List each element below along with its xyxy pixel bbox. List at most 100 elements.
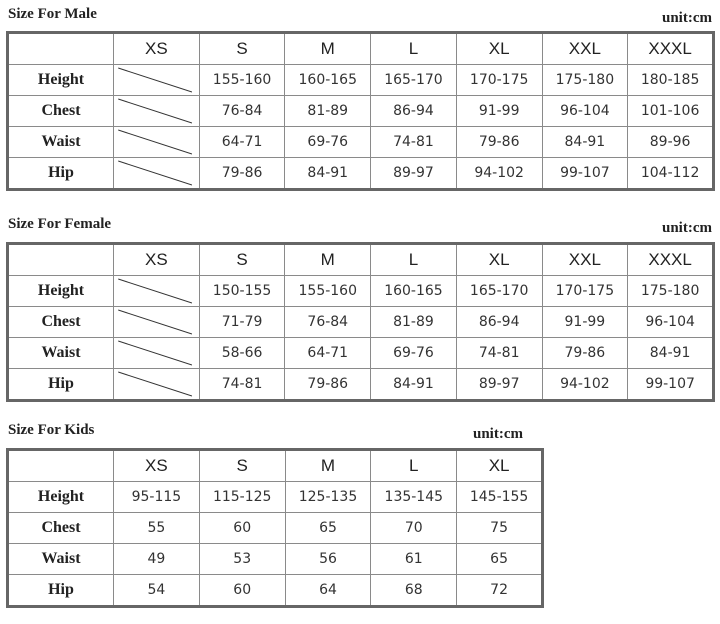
male-title: Size For Male: [8, 6, 97, 22]
table-row: Chest 55 60 65 70 75: [7, 512, 543, 544]
size-header: L: [370, 449, 458, 482]
measurement-cell: 96-104: [541, 95, 629, 127]
measurement-cell: 94-102: [455, 157, 543, 190]
measurement-cell: 96-104: [627, 306, 714, 338]
measurement-cell: 76-84: [198, 95, 286, 127]
measurement-cell: 101-106: [627, 95, 714, 127]
measurement-cell: 86-94: [370, 95, 457, 127]
size-header: XXL: [541, 32, 629, 65]
measurement-cell: 56: [284, 543, 372, 575]
not-applicable-cell: [113, 64, 200, 96]
row-label: Hip: [7, 157, 114, 190]
measurement-cell: 65: [284, 512, 372, 544]
measurement-cell: 70: [370, 512, 458, 544]
corner-cell: [7, 32, 114, 65]
measurement-cell: 175-180: [541, 64, 629, 96]
kids-size-table: XS S M L XL Height 95-115 115-125 125-135 135-145…: [6, 448, 544, 608]
size-header: XXXL: [627, 243, 714, 276]
measurement-cell: 61: [370, 543, 458, 575]
row-label: Chest: [7, 95, 114, 127]
size-header: XS: [113, 243, 200, 276]
table-row: Chest 71-79 76-84 81-89 86-94 91-99 96-104: [7, 306, 714, 338]
measurement-cell: 91-99: [455, 95, 543, 127]
kids-title: Size For Kids: [8, 422, 95, 438]
row-label: Waist: [7, 126, 114, 158]
measurement-cell: 155-160: [198, 64, 286, 96]
kids-unit: unit:cm: [473, 426, 523, 442]
diagonal-line-icon: [118, 160, 193, 186]
table-row: Hip 74-81 79-86 84-91 89-97 94-102 99-107: [7, 368, 714, 401]
measurement-cell: 170-175: [541, 275, 629, 307]
diagonal-line-icon: [118, 67, 193, 93]
diagonal-line-icon: [118, 309, 193, 335]
corner-cell: [7, 449, 114, 482]
measurement-cell: 58-66: [198, 337, 286, 369]
size-header: M: [284, 243, 372, 276]
measurement-cell: 86-94: [455, 306, 543, 338]
size-header: M: [284, 32, 372, 65]
diagonal-line-icon: [118, 129, 193, 155]
measurement-cell: 160-165: [284, 64, 372, 96]
measurement-cell: 79-86: [284, 368, 372, 401]
not-applicable-cell: [113, 126, 200, 158]
size-header: XXL: [541, 243, 629, 276]
measurement-cell: 89-97: [455, 368, 543, 401]
measurement-cell: 64-71: [198, 126, 286, 158]
diagonal-line-icon: [118, 278, 193, 304]
measurement-cell: 150-155: [198, 275, 286, 307]
header-row: XS S M L XL XXL XXXL: [7, 243, 714, 276]
measurement-cell: 75: [456, 512, 543, 544]
measurement-cell: 84-91: [284, 157, 372, 190]
row-label: Chest: [7, 512, 114, 544]
measurement-cell: 84-91: [541, 126, 629, 158]
measurement-cell: 55: [113, 512, 200, 544]
row-label: Hip: [7, 574, 114, 607]
measurement-cell: 89-96: [627, 126, 714, 158]
measurement-cell: 165-170: [455, 275, 543, 307]
measurement-cell: 89-97: [370, 157, 457, 190]
measurement-cell: 72: [456, 574, 543, 607]
header-row: XS S M L XL: [7, 449, 543, 482]
size-header: XL: [455, 32, 543, 65]
measurement-cell: 84-91: [370, 368, 457, 401]
diagonal-line-icon: [118, 340, 193, 366]
size-header: XL: [455, 243, 543, 276]
size-header: XS: [113, 32, 200, 65]
table-row: Hip 79-86 84-91 89-97 94-102 99-107 104-112: [7, 157, 714, 190]
measurement-cell: 99-107: [541, 157, 629, 190]
size-header: XXXL: [627, 32, 714, 65]
measurement-cell: 49: [113, 543, 200, 575]
table-row: Chest 76-84 81-89 86-94 91-99 96-104 101-106: [7, 95, 714, 127]
diagonal-line-icon: [118, 371, 193, 397]
measurement-cell: 64-71: [284, 337, 372, 369]
measurement-cell: 60: [198, 574, 286, 607]
not-applicable-cell: [113, 306, 200, 338]
measurement-cell: 94-102: [541, 368, 629, 401]
measurement-cell: 74-81: [198, 368, 286, 401]
female-title: Size For Female: [8, 216, 112, 232]
male-unit: unit:cm: [662, 10, 712, 26]
female-size-table: XS S M L XL XXL XXXL Height 150-155 155-160 160-16…: [6, 242, 715, 402]
measurement-cell: 135-145: [370, 481, 458, 513]
measurement-cell: 60: [198, 512, 286, 544]
measurement-cell: 76-84: [284, 306, 372, 338]
size-header: S: [198, 243, 286, 276]
table-row: Height 155-160 160-165 165-170 170-175 175-18…: [7, 64, 714, 96]
diagonal-line-icon: [118, 98, 193, 124]
measurement-cell: 68: [370, 574, 458, 607]
row-label: Hip: [7, 368, 114, 401]
table-row: Hip 54 60 64 68 72: [7, 574, 543, 607]
not-applicable-cell: [113, 368, 200, 401]
measurement-cell: 71-79: [198, 306, 286, 338]
table-row: Waist 58-66 64-71 69-76 74-81 79-86 84-91: [7, 337, 714, 369]
measurement-cell: 81-89: [284, 95, 372, 127]
not-applicable-cell: [113, 95, 200, 127]
row-label: Height: [7, 481, 114, 513]
not-applicable-cell: [113, 337, 200, 369]
measurement-cell: 69-76: [370, 337, 457, 369]
header-row: XS S M L XL XXL XXXL: [7, 32, 714, 65]
measurement-cell: 74-81: [370, 126, 457, 158]
measurement-cell: 81-89: [370, 306, 457, 338]
size-header: M: [284, 449, 372, 482]
male-size-table: XS S M L XL XXL XXXL Height 155-160 160-165 165-17…: [6, 31, 715, 191]
